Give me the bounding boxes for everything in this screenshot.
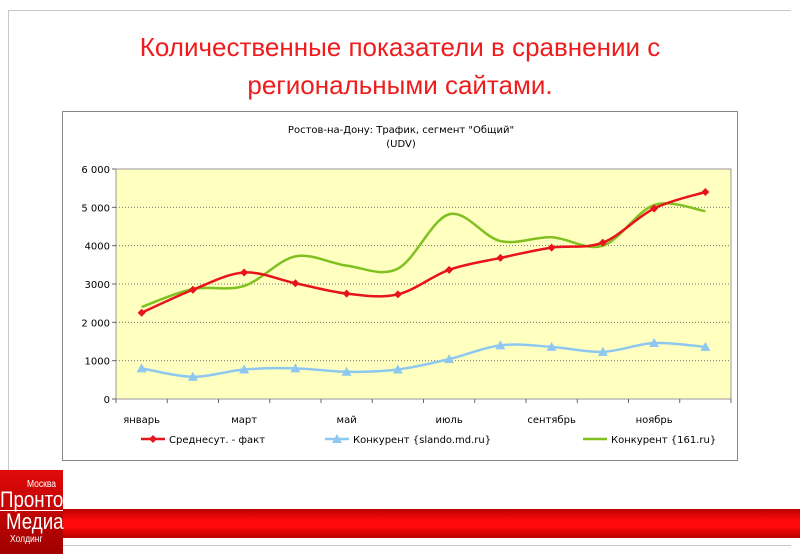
data-point-0: [496, 253, 505, 262]
x-tick-label: ноябрь: [636, 415, 673, 426]
y-tick-label: 2 000: [81, 318, 110, 329]
legend-marker: [149, 435, 157, 443]
y-tick-label: 1000: [85, 357, 110, 368]
chart: Ростов-на-Дону: Трафик, сегмент "Общий" (…: [62, 111, 738, 461]
y-tick-label: 0: [104, 395, 110, 406]
chart-svg: Ростов-на-Дону: Трафик, сегмент "Общий" (…: [81, 125, 732, 446]
legend-label: Среднесут. - факт: [169, 435, 265, 446]
data-point-0: [291, 279, 300, 288]
data-point-0: [598, 238, 607, 247]
data-point-0: [445, 265, 454, 274]
data-point-1: [546, 341, 557, 351]
data-point-1: [136, 363, 147, 373]
data-point-1: [341, 366, 352, 376]
data-point-0: [188, 285, 197, 294]
footer-red-bar: [62, 509, 800, 538]
y-tick-label: 6 000: [81, 165, 110, 176]
data-point-1: [187, 371, 198, 381]
data-point-0: [393, 290, 402, 299]
data-point-0: [650, 204, 659, 213]
data-point-0: [240, 268, 249, 277]
data-point-0: [701, 188, 710, 196]
x-tick-label: май: [337, 415, 357, 426]
logo-line1: Пронто: [0, 487, 64, 512]
chart-subtitle: (UDV): [386, 139, 416, 150]
data-point-1: [444, 354, 455, 364]
data-point-1: [392, 364, 403, 374]
data-point-1: [495, 340, 506, 350]
x-tick-label: март: [231, 415, 257, 426]
data-point-1: [700, 341, 711, 351]
y-tick-label: 5 000: [81, 203, 110, 214]
data-point-0: [137, 308, 146, 317]
logo-city: Москва: [27, 479, 57, 490]
legend-label: Конкурент {161.ru}: [611, 435, 716, 446]
x-tick-label: июль: [436, 415, 463, 426]
series-line-2: [141, 202, 706, 309]
data-point-1: [597, 346, 608, 356]
legend-marker: [332, 434, 342, 443]
chart-title: Ростов-на-Дону: Трафик, сегмент "Общий": [288, 125, 514, 136]
data-point-0: [342, 289, 351, 298]
y-tick-label: 3000: [85, 280, 110, 291]
data-point-1: [649, 338, 660, 348]
data-point-0: [547, 243, 556, 252]
logo: Москва Пронто Медиа Холдинг: [0, 470, 64, 554]
logo-line3: Холдинг: [10, 534, 43, 545]
logo-rule: [0, 510, 63, 511]
series-line-1: [141, 341, 706, 379]
y-tick-label: 4000: [85, 242, 110, 253]
series-line-0: [141, 190, 706, 314]
legend-label: Конкурент {slando.md.ru}: [353, 435, 491, 446]
data-point-1: [290, 363, 301, 373]
slide-title: Количественные показатели в сравнении с …: [139, 32, 661, 100]
logo-line2: Медиа: [6, 509, 64, 534]
x-tick-label: сентябрь: [527, 415, 576, 426]
data-point-1: [239, 364, 250, 374]
slide-frame: [8, 10, 791, 546]
x-tick-label: январь: [123, 415, 160, 426]
